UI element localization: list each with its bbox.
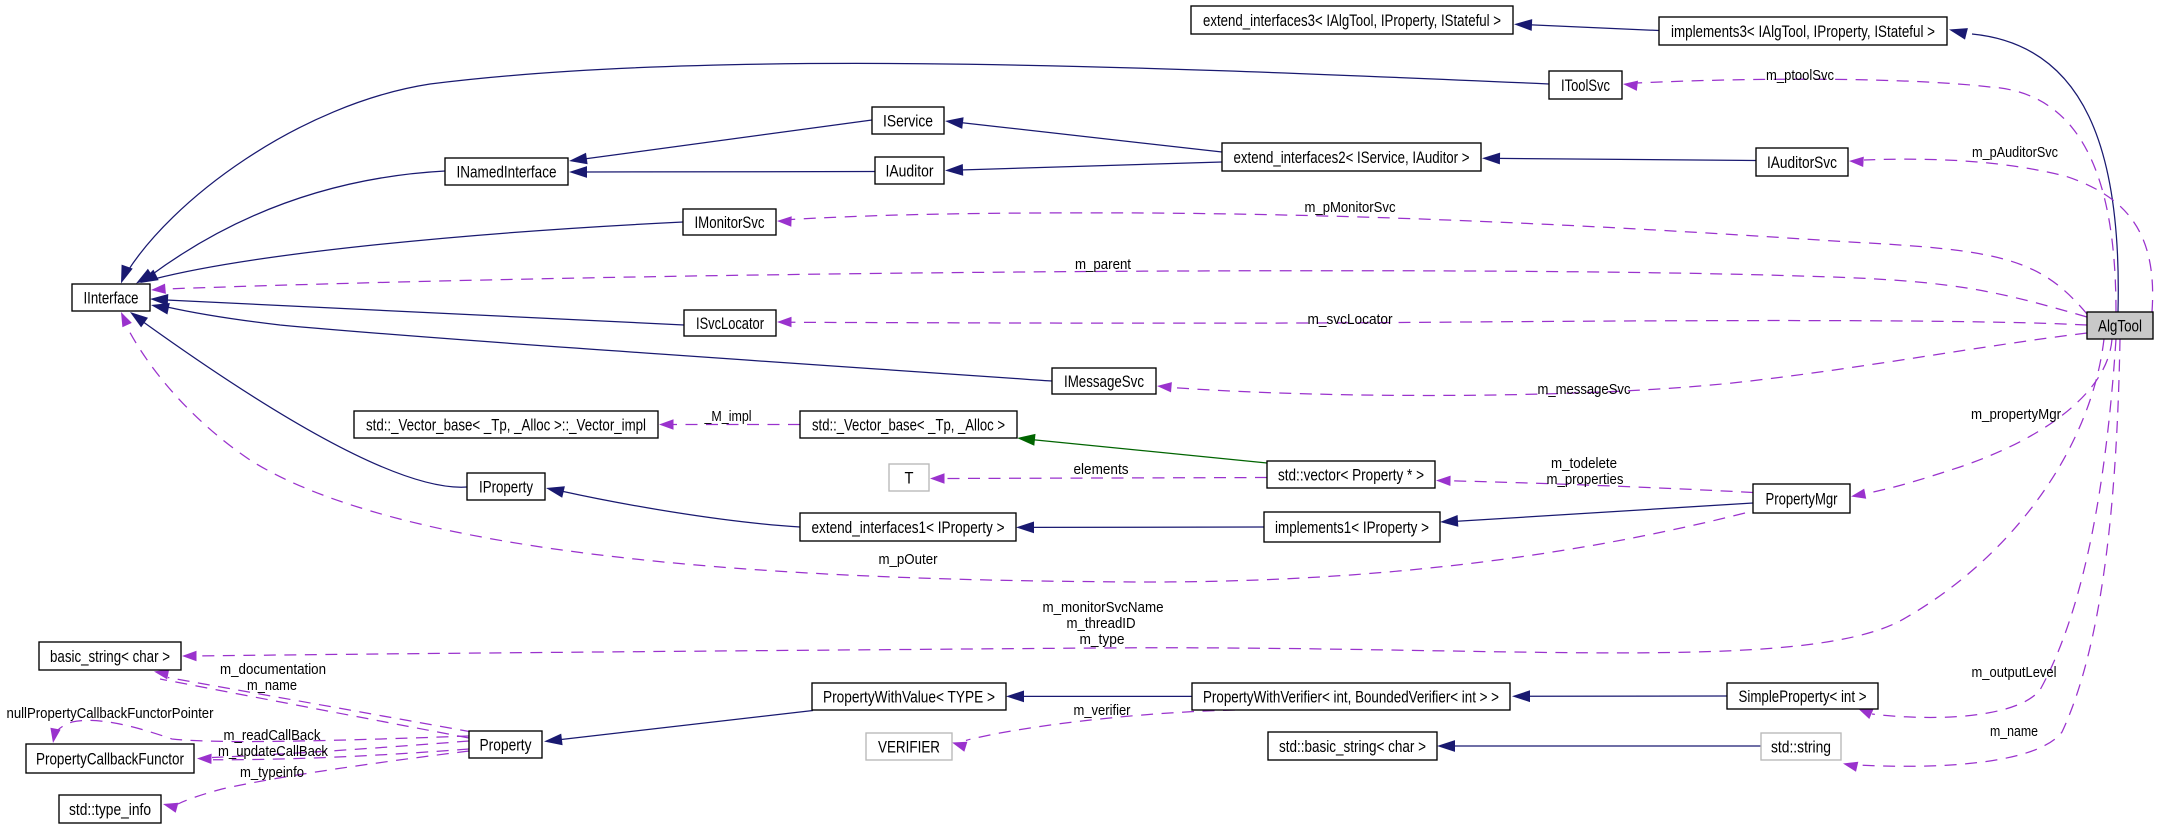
svg-text:nullPropertyCallbackFunctorPoi: nullPropertyCallbackFunctorPointer bbox=[7, 706, 214, 722]
svg-text:IToolSvc: IToolSvc bbox=[1561, 76, 1610, 95]
svg-text:implements3< IAlgTool, IProper: implements3< IAlgTool, IProperty, IState… bbox=[1671, 22, 1935, 41]
svg-text:m_monitorSvcName: m_monitorSvcName bbox=[1043, 600, 1164, 616]
svg-text:implements1< IProperty >: implements1< IProperty > bbox=[1275, 518, 1429, 537]
svg-text:m_parent: m_parent bbox=[1075, 257, 1131, 273]
svg-text:extend_interfaces3< IAlgTool,: extend_interfaces3< IAlgTool, IProperty,… bbox=[1203, 11, 1501, 30]
svg-text:IMonitorSvc: IMonitorSvc bbox=[695, 213, 765, 232]
svg-text:m_svcLocator: m_svcLocator bbox=[1308, 312, 1393, 328]
svg-text:Property: Property bbox=[480, 736, 532, 755]
svg-text:m_name: m_name bbox=[1990, 724, 2038, 740]
svg-text:std::type_info: std::type_info bbox=[69, 800, 151, 819]
svg-text:m_updateCallBack: m_updateCallBack bbox=[218, 744, 329, 760]
svg-text:m_typeinfo: m_typeinfo bbox=[240, 765, 304, 781]
svg-text:IService: IService bbox=[883, 112, 933, 131]
svg-text:std::string: std::string bbox=[1771, 738, 1831, 757]
svg-text:m_readCallBack: m_readCallBack bbox=[224, 728, 322, 744]
svg-text:basic_string< char >: basic_string< char > bbox=[50, 647, 170, 666]
svg-text:PropertyWithValue< TYPE >: PropertyWithValue< TYPE > bbox=[823, 688, 995, 707]
svg-text:m_name: m_name bbox=[247, 678, 297, 694]
svg-text:extend_interfaces2< IService,: extend_interfaces2< IService, IAuditor > bbox=[1234, 148, 1470, 167]
svg-text:m_documentation: m_documentation bbox=[220, 662, 326, 678]
svg-text:elements: elements bbox=[1074, 462, 1129, 478]
svg-text:PropertyWithVerifier< int, Bou: PropertyWithVerifier< int, BoundedVerifi… bbox=[1203, 688, 1499, 707]
svg-text:AlgTool: AlgTool bbox=[2098, 317, 2142, 336]
svg-text:m_todelete: m_todelete bbox=[1551, 456, 1617, 472]
svg-text:m_ptoolSvc: m_ptoolSvc bbox=[1766, 68, 1834, 84]
svg-text:m_properties: m_properties bbox=[1547, 472, 1624, 488]
svg-text:m_threadID: m_threadID bbox=[1067, 616, 1136, 632]
svg-text:m_verifier: m_verifier bbox=[1074, 703, 1131, 719]
svg-text:m_pOuter: m_pOuter bbox=[879, 552, 938, 568]
svg-text:IInterface: IInterface bbox=[84, 289, 139, 308]
svg-text:ISvcLocator: ISvcLocator bbox=[696, 314, 764, 333]
svg-text:m_type: m_type bbox=[1080, 632, 1125, 648]
svg-text:IAuditorSvc: IAuditorSvc bbox=[1767, 153, 1837, 172]
svg-text:extend_interfaces1< IProperty: extend_interfaces1< IProperty > bbox=[812, 518, 1005, 537]
svg-text:m_propertyMgr: m_propertyMgr bbox=[1971, 407, 2061, 423]
svg-text:std::_Vector_base< _Tp, _Alloc: std::_Vector_base< _Tp, _Alloc > bbox=[812, 416, 1005, 435]
svg-text:m_outputLevel: m_outputLevel bbox=[1972, 665, 2057, 681]
svg-text:m_messageSvc: m_messageSvc bbox=[1538, 382, 1631, 398]
svg-text:PropertyCallbackFunctor: PropertyCallbackFunctor bbox=[36, 750, 184, 769]
svg-text:m_pMonitorSvc: m_pMonitorSvc bbox=[1305, 200, 1396, 216]
svg-text:_M_impl: _M_impl bbox=[704, 409, 752, 425]
svg-text:VERIFIER: VERIFIER bbox=[878, 738, 940, 757]
svg-text:std::vector< Property * >: std::vector< Property * > bbox=[1278, 466, 1424, 485]
svg-text:SimpleProperty< int >: SimpleProperty< int > bbox=[1739, 687, 1867, 706]
svg-text:std::basic_string< char >: std::basic_string< char > bbox=[1279, 737, 1426, 756]
svg-text:m_pAuditorSvc: m_pAuditorSvc bbox=[1972, 145, 2058, 161]
svg-text:PropertyMgr: PropertyMgr bbox=[1766, 490, 1838, 509]
svg-text:IAuditor: IAuditor bbox=[886, 162, 934, 181]
svg-text:std::_Vector_base< _Tp, _Alloc: std::_Vector_base< _Tp, _Alloc >::_Vecto… bbox=[366, 416, 646, 435]
svg-text:IMessageSvc: IMessageSvc bbox=[1064, 372, 1144, 391]
svg-text:T: T bbox=[905, 469, 914, 488]
svg-text:IProperty: IProperty bbox=[479, 478, 533, 497]
svg-text:INamedInterface: INamedInterface bbox=[457, 163, 557, 182]
